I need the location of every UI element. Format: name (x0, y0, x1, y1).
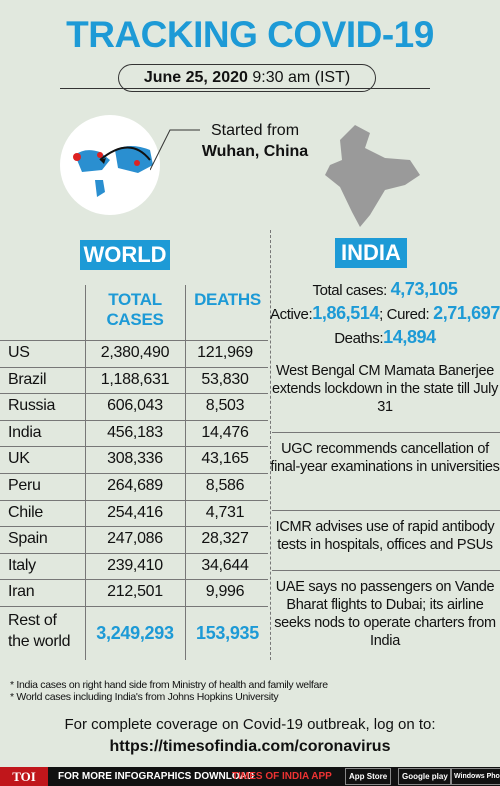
title: TRACKING COVID-19 (66, 14, 434, 55)
table-cell: 8,503 (205, 397, 245, 415)
divider (270, 230, 272, 660)
row-rule (0, 393, 268, 395)
row-rule (0, 366, 268, 368)
stat-value: 14,894 (383, 327, 436, 347)
row-rule (0, 419, 268, 421)
table-cell: 2,380,490 (100, 344, 170, 361)
table-cell: 4,731 (205, 503, 245, 521)
row-rule (0, 579, 268, 581)
bottom-bar: TOI FOR MORE INFOGRAPHICS DOWNLOAD TIMES… (0, 767, 500, 786)
table-cell: 308,336 (107, 450, 163, 468)
news-rule (272, 510, 500, 511)
table-cell: 247,086 (107, 530, 163, 548)
row-rule (0, 473, 268, 474)
rule (60, 88, 430, 89)
stat-value: 2,71,697 (433, 303, 500, 323)
table-cell: 1,188,631 (100, 370, 170, 388)
row-rule (0, 446, 268, 448)
table-cell: 264,689 (107, 477, 163, 494)
table-cell: Chile (8, 503, 43, 521)
store-badge[interactable]: Google play (398, 768, 452, 785)
table-cell: 456,183 (107, 423, 163, 441)
stat-label: Active: (270, 306, 313, 323)
world-label: WORLD (80, 240, 170, 270)
stat-value: 4,73,105 (390, 279, 458, 299)
table-cell: 8,586 (205, 477, 245, 494)
table-cell: UK (8, 450, 30, 468)
bar-text: FOR MORE INFOGRAPHICS DOWNLOAD (58, 771, 255, 782)
caption-line: Started from (210, 122, 300, 139)
table-cell: 28,327 (201, 530, 249, 548)
column-header: DEATHS (194, 290, 261, 309)
table-cell: Russia (8, 397, 56, 415)
column-rule (185, 285, 186, 660)
table-cell: US (8, 344, 30, 361)
news-rule (272, 432, 500, 433)
india-label: INDIA (335, 238, 407, 268)
date: June 25, 2020 (143, 69, 248, 86)
footer-text: For complete coverage on Covid-19 outbre… (64, 716, 436, 733)
news-item: West Bengal CM Mamata Banerjee extends l… (271, 363, 499, 415)
news-item: ICMR advises use of rapid antibody tests… (275, 519, 495, 553)
table-cell: India (8, 423, 42, 441)
stat-label: Deaths: (334, 330, 384, 347)
caption-line: Wuhan, China (201, 143, 309, 160)
table-cell: 53,830 (201, 370, 249, 388)
row-rule (0, 499, 268, 501)
time: 9:30 am (IST) (252, 69, 351, 86)
table-cell: 121,969 (197, 344, 253, 361)
table-cell: Iran (8, 583, 35, 601)
india-map (325, 125, 420, 227)
stat-value: 1,86,514 (312, 303, 380, 323)
table-cell: 3,249,293 (96, 623, 174, 643)
table-cell: 212,501 (107, 583, 163, 601)
stat-label: ; Cured: (379, 306, 430, 323)
table-cell: Rest of the world (8, 612, 71, 650)
footnote: * India cases on right hand side from Mi… (10, 679, 328, 691)
india-stats: Total cases: 4,73,105 Active:1,86,514; C… (270, 278, 500, 350)
bar-app: TIMES OF INDIA APP (232, 771, 332, 782)
date-box: June 25, 2020 9:30 am (IST) (118, 64, 376, 92)
table-cell: Italy (8, 556, 36, 574)
news-rule (272, 570, 500, 571)
pointer (150, 129, 200, 171)
footnotes: * India cases on right hand side from Mi… (10, 679, 328, 703)
column-header: TOTAL CASES (106, 290, 164, 329)
logo: TOI (0, 767, 48, 786)
store-badge[interactable]: Windows Phone (450, 768, 500, 785)
table-cell: 254,416 (107, 503, 163, 521)
store-badge[interactable]: App Store (345, 768, 392, 785)
table-cell: Brazil (8, 370, 47, 388)
table-cell: 34,644 (201, 556, 249, 574)
stat-label: Total cases: (312, 282, 387, 299)
table-cell: Spain (8, 530, 48, 548)
map-caption: Started from Wuhan, China (200, 120, 310, 162)
table-cell: 9,996 (205, 583, 245, 601)
row-rule (0, 552, 268, 554)
news-item: UAE says no passengers on Vande Bharat f… (274, 579, 496, 649)
footnote: * World cases including India's from Joh… (10, 691, 279, 703)
table-cell: 43,165 (201, 450, 249, 468)
row-rule (0, 606, 268, 607)
table-cell: 14,476 (201, 423, 249, 441)
row-rule (0, 340, 268, 341)
table-cell: Peru (8, 477, 41, 494)
table-cell: 606,043 (107, 397, 163, 415)
table-cell: 239,410 (107, 556, 163, 574)
world-map (60, 115, 160, 215)
footer-url[interactable]: https://timesofindia.com/coronavirus (109, 738, 391, 755)
news-item: UGC recommends cancellation of final-yea… (270, 441, 500, 475)
table-cell: 153,935 (196, 623, 259, 643)
row-rule (0, 526, 268, 528)
column-rule (85, 285, 86, 660)
